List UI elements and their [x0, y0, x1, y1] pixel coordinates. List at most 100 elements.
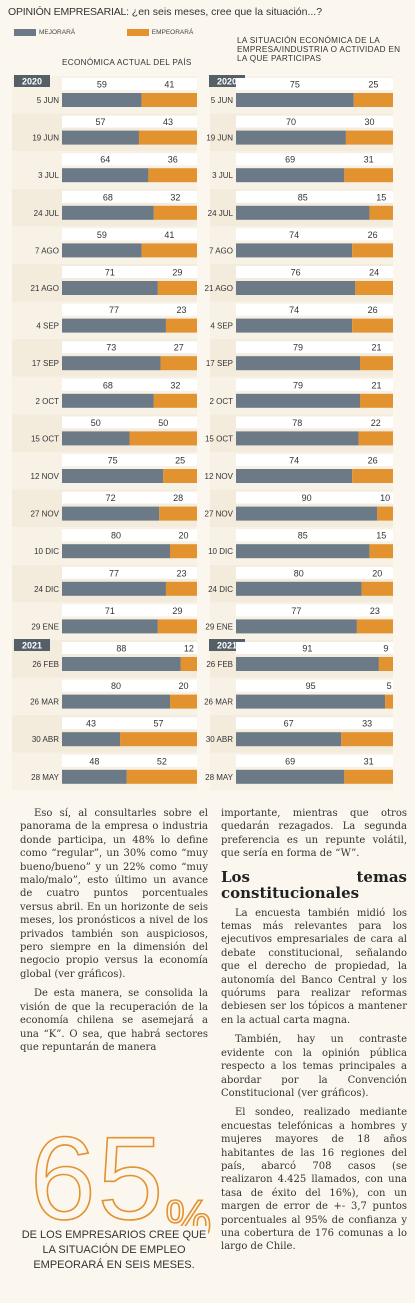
- data-label-empeorara: 32: [170, 380, 180, 390]
- data-label-empeorara: 41: [164, 230, 174, 240]
- data-label-mejorara: 76: [291, 268, 301, 278]
- category-label: 28 MAY: [31, 773, 60, 782]
- category-label: 29 ENE: [31, 622, 59, 631]
- year-label: 2020: [217, 77, 237, 87]
- data-label-empeorara: 27: [174, 343, 184, 353]
- data-label-mejorara: 80: [111, 531, 121, 541]
- value-strip: [62, 754, 197, 767]
- data-label-empeorara: 25: [175, 456, 185, 466]
- data-label-mejorara: 78: [292, 418, 302, 428]
- data-label-mejorara: 79: [293, 380, 303, 390]
- bar-mejorara: [236, 93, 354, 107]
- category-label: 26 MAR: [30, 698, 59, 707]
- category-label: 30 ABR: [206, 735, 233, 744]
- legend-label-empeorara: EMPEORARÁ: [151, 29, 194, 37]
- data-label-mejorara: 50: [91, 418, 101, 428]
- data-label-mejorara: 69: [285, 756, 295, 766]
- bar-mejorara: [236, 544, 370, 559]
- value-strip: [236, 115, 393, 128]
- data-label-empeorara: 33: [362, 719, 372, 729]
- category-label: 26 FEB: [32, 660, 59, 669]
- data-label-mejorara: 48: [89, 756, 99, 766]
- data-label-empeorara: 20: [372, 568, 382, 578]
- value-strip: [62, 190, 197, 203]
- value-strip: [62, 303, 197, 316]
- bar-mejorara: [62, 130, 139, 145]
- value-strip: [62, 115, 197, 128]
- category-label: 29 ENE: [205, 622, 233, 631]
- bar-mejorara: [62, 619, 158, 634]
- year-tab: [14, 75, 50, 87]
- category-label: 7 AGO: [35, 246, 59, 255]
- value-strip: [62, 78, 197, 90]
- data-label-mejorara: 68: [103, 192, 113, 202]
- value-strip: [236, 679, 393, 692]
- bar-mejorara: [62, 318, 166, 333]
- value-strip: [236, 454, 393, 466]
- bar-empeorara: [360, 356, 393, 371]
- page-title: OPINIÓN EMPRESARIAL: ¿en seis meses, cre…: [8, 6, 323, 18]
- value-strip: [62, 228, 197, 241]
- data-label-empeorara: 50: [158, 418, 168, 428]
- category-label: 17 SEP: [206, 359, 233, 368]
- bar-mejorara: [62, 168, 149, 183]
- bar-empeorara: [353, 93, 393, 107]
- bar-empeorara: [157, 619, 197, 634]
- bar-mejorara: [62, 732, 121, 747]
- data-label-empeorara: 12: [184, 644, 194, 654]
- data-label-empeorara: 9: [383, 644, 388, 654]
- value-strip: [236, 717, 393, 730]
- year-tab: [14, 639, 50, 651]
- category-label: 2 OCT: [35, 397, 59, 406]
- data-label-mejorara: 75: [290, 80, 300, 90]
- article-paragraph: El sondeo, realizado mediante encuestas …: [221, 1107, 407, 1253]
- data-label-empeorara: 41: [164, 80, 174, 90]
- data-label-mejorara: 80: [294, 568, 304, 578]
- legend-swatch-mejorara: [14, 29, 36, 36]
- data-label-mejorara: 85: [298, 192, 308, 202]
- value-strip: [236, 642, 393, 654]
- value-strip: [62, 491, 197, 504]
- bar-empeorara: [153, 205, 197, 220]
- bar-mejorara: [236, 168, 345, 183]
- bar-empeorara: [170, 544, 197, 559]
- value-strip: [236, 566, 393, 579]
- bar-mejorara: [62, 431, 130, 446]
- category-label: 15 OCT: [205, 434, 233, 443]
- data-label-empeorara: 29: [172, 268, 182, 278]
- value-strip: [62, 153, 197, 166]
- bar-mejorara: [62, 393, 154, 408]
- data-label-empeorara: 20: [178, 531, 188, 541]
- data-label-mejorara: 85: [298, 531, 308, 541]
- bar-empeorara: [120, 732, 197, 747]
- value-strip: [62, 378, 197, 391]
- value-strip: [236, 341, 393, 354]
- value-strip: [236, 378, 393, 391]
- bar-mejorara: [62, 544, 170, 559]
- data-label-empeorara: 25: [368, 80, 378, 90]
- data-label-empeorara: 52: [157, 756, 167, 766]
- bar-empeorara: [160, 356, 197, 371]
- data-label-mejorara: 64: [100, 155, 110, 165]
- data-label-empeorara: 15: [376, 531, 386, 541]
- category-label: 26 FEB: [206, 660, 233, 669]
- data-label-mejorara: 79: [293, 343, 303, 353]
- data-label-mejorara: 90: [302, 493, 312, 503]
- year-label: 2020: [22, 77, 42, 87]
- bar-empeorara: [165, 318, 197, 333]
- category-label: 7 AGO: [209, 246, 233, 255]
- category-label: 4 SEP: [210, 322, 233, 331]
- data-label-mejorara: 68: [103, 380, 113, 390]
- data-label-mejorara: 95: [306, 681, 316, 691]
- data-label-empeorara: 29: [172, 606, 182, 616]
- data-label-mejorara: 59: [97, 230, 107, 240]
- bar-mejorara: [62, 769, 127, 784]
- value-strip: [236, 153, 393, 166]
- data-label-mejorara: 77: [291, 606, 301, 616]
- bar-mejorara: [62, 506, 160, 521]
- data-label-mejorara: 74: [289, 305, 299, 315]
- category-label: 5 JUN: [211, 96, 233, 105]
- data-label-empeorara: 26: [368, 230, 378, 240]
- bar-mejorara: [62, 657, 181, 671]
